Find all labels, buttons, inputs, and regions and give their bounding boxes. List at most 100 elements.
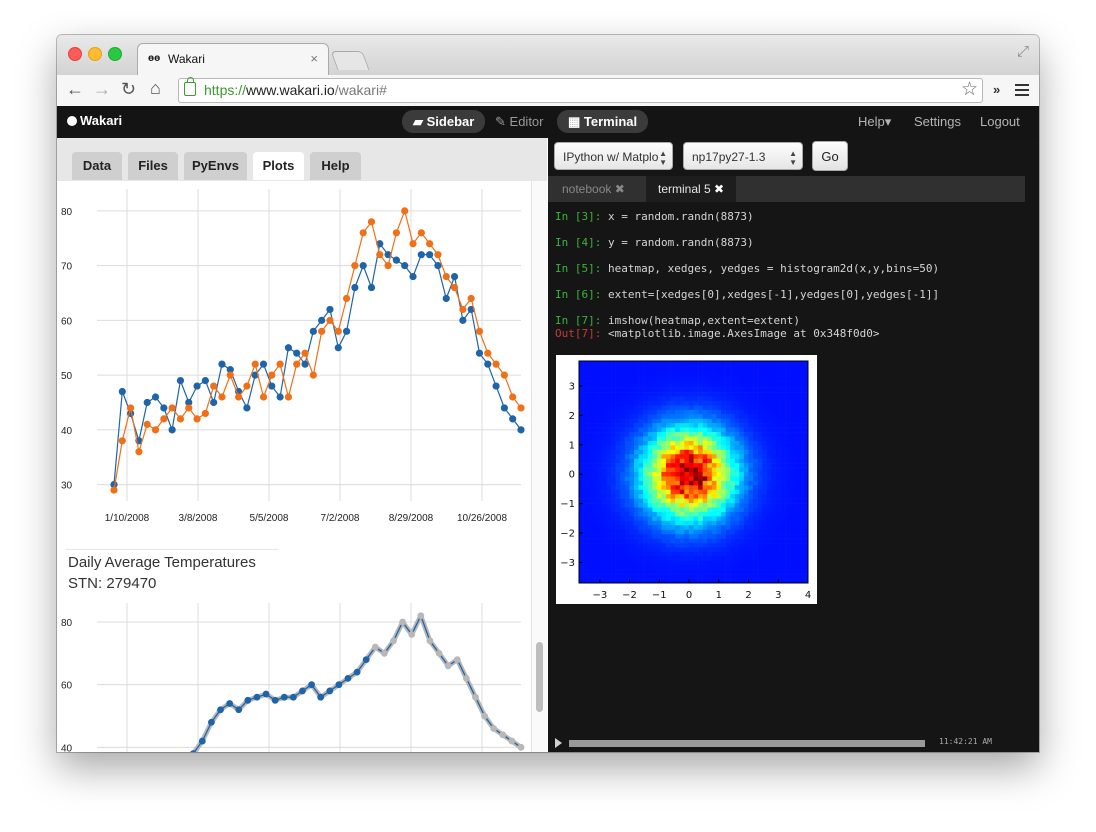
terminal-output[interactable]: In [3]: x = random.randn(8873) In [4]: y… <box>555 210 939 340</box>
wakari-logo[interactable]: Wakari <box>67 113 122 128</box>
heatmap-cell <box>789 423 795 428</box>
heatmap-cell <box>647 485 653 491</box>
forward-arrow-icon[interactable]: → <box>93 79 111 99</box>
heatmap-cell <box>652 432 658 437</box>
heatmap-cell <box>684 494 690 499</box>
heatmap-cell <box>771 387 777 393</box>
heatmap-cell <box>766 423 772 428</box>
heatmap-cell <box>803 525 809 531</box>
tab-help[interactable]: Help <box>310 152 361 180</box>
heatmap-cell <box>633 383 639 388</box>
heatmap-cell <box>611 418 616 424</box>
minimize-window-button[interactable] <box>88 47 102 61</box>
tab-pyenvs[interactable]: PyEnvs <box>184 152 247 180</box>
data-point <box>317 693 325 701</box>
heatmap-cell <box>794 396 800 402</box>
fullscreen-icon[interactable]: ⤢ <box>1016 43 1029 60</box>
heatmap-cell <box>615 489 621 495</box>
heatmap-cell <box>780 565 786 570</box>
heatmap-cell <box>780 374 786 380</box>
heatmap-cell <box>757 520 763 526</box>
heatmap-cell <box>771 578 777 584</box>
heatmap-cell <box>771 543 777 548</box>
tab-plots[interactable]: Plots <box>253 152 304 180</box>
heatmap-cell <box>743 485 749 491</box>
close-window-button[interactable] <box>68 47 82 61</box>
editor-toggle-button[interactable]: ✎ Editor <box>495 114 544 129</box>
heatmap-cell <box>766 534 772 539</box>
extensions-overflow-button[interactable]: » <box>993 82 1001 97</box>
heatmap-cell <box>633 374 639 380</box>
heatmap-cell <box>720 400 726 406</box>
heatmap-cell <box>624 440 630 446</box>
home-icon[interactable]: ⌂ <box>150 78 161 98</box>
heatmap-cell <box>624 374 630 380</box>
hamburger-menu-icon[interactable] <box>1015 84 1029 96</box>
heatmap-cell <box>629 361 635 366</box>
settings-link[interactable]: Settings <box>914 114 961 129</box>
heatmap-cell <box>652 485 658 491</box>
heatmap-cell <box>615 463 621 468</box>
logout-link[interactable]: Logout <box>980 114 1020 129</box>
tab-terminal-5[interactable]: terminal 5 ✖ <box>646 176 737 202</box>
heatmap-cell <box>679 405 685 411</box>
heatmap-cell <box>661 520 667 526</box>
heatmap-cell <box>702 560 708 566</box>
heatmap-cell <box>679 525 685 531</box>
heatmap-cell <box>725 445 731 451</box>
heatmap-cell <box>615 538 621 544</box>
help-menu[interactable]: Help▾ <box>858 114 892 129</box>
go-button[interactable]: Go <box>812 141 848 171</box>
heatmap-cell <box>579 551 584 557</box>
environment-select[interactable]: IPython w/ Matplo ▲ ▼ <box>554 142 673 170</box>
heatmap-cell <box>579 427 584 433</box>
heatmap-cell <box>725 538 731 544</box>
heatmap-cell <box>803 392 809 397</box>
terminal-progress-bar[interactable] <box>569 740 925 747</box>
heatmap-cell <box>775 418 781 424</box>
tab-notebook[interactable]: notebook ✖ <box>562 182 625 196</box>
sidebar-toggle-button[interactable]: ▰ Sidebar <box>402 110 486 133</box>
terminal-toggle-button[interactable]: ▦ Terminal <box>557 110 649 133</box>
heatmap-cell <box>753 574 758 579</box>
heatmap-cell <box>716 392 722 397</box>
tab-data[interactable]: Data <box>72 152 122 180</box>
close-tab-icon[interactable]: ✖ <box>614 182 625 196</box>
data-point <box>185 398 193 407</box>
heatmap-cell <box>794 423 800 428</box>
heatmap-cell <box>775 480 781 486</box>
new-tab-button[interactable] <box>330 51 370 70</box>
heatmap-cell <box>789 516 795 522</box>
sidebar-scrollbar-thumb[interactable] <box>536 642 543 712</box>
heatmap-cell <box>588 516 594 522</box>
close-tab-icon[interactable]: × <box>310 51 318 66</box>
tab-files[interactable]: Files <box>128 152 178 180</box>
heatmap-cell <box>707 378 713 384</box>
heatmap-cell <box>611 423 616 428</box>
address-bar[interactable]: https://www.wakari.io/wakari# ☆ <box>178 77 983 103</box>
play-icon[interactable] <box>555 738 562 748</box>
data-point <box>143 398 151 407</box>
heatmap-cell <box>762 463 768 468</box>
reload-icon[interactable]: ↻ <box>121 79 137 99</box>
browser-tab[interactable]: ɵɵ Wakari × <box>137 43 329 76</box>
heatmap-cell <box>606 414 612 420</box>
heatmap-cell <box>798 489 804 495</box>
bookmark-star-icon[interactable]: ☆ <box>960 79 978 100</box>
heatmap-cell <box>597 574 603 579</box>
heatmap-cell <box>638 436 644 442</box>
heatmap-cell <box>739 436 745 442</box>
sidebar-scrollbar[interactable] <box>531 181 547 752</box>
pyenv-select[interactable]: np17py27-1.3 ▲ ▼ <box>683 142 803 170</box>
heatmap-cell <box>725 463 731 468</box>
terminal-line: In [5]: heatmap, xedges, yedges = histog… <box>555 262 940 275</box>
back-arrow-icon[interactable]: ← <box>66 79 84 99</box>
heatmap-cell <box>679 516 685 522</box>
plot-frame <box>578 360 809 584</box>
heatmap-cell <box>688 378 694 384</box>
heatmap-cell <box>743 454 749 459</box>
heatmap-cell <box>666 494 671 499</box>
zoom-window-button[interactable] <box>108 47 122 61</box>
close-tab-icon[interactable]: ✖ <box>714 182 725 196</box>
heatmap-cell <box>693 445 699 451</box>
